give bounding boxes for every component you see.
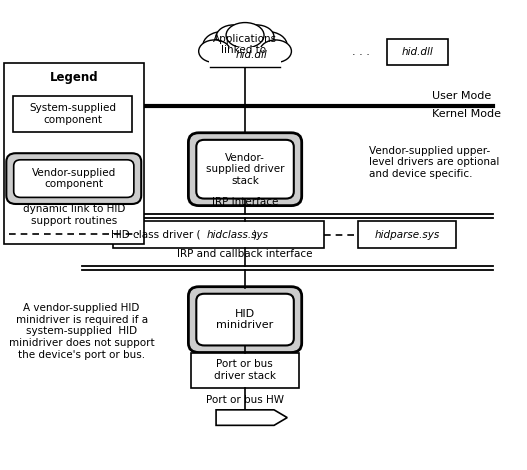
Text: Vendor-supplied upper-
level drivers are optional
and device specific.: Vendor-supplied upper- level drivers are… (369, 146, 499, 179)
Text: IRP interface: IRP interface (212, 196, 278, 207)
FancyBboxPatch shape (196, 294, 294, 345)
Ellipse shape (239, 25, 274, 49)
Text: System-supplied
component: System-supplied component (29, 103, 116, 125)
Text: . . .: . . . (352, 47, 370, 57)
Ellipse shape (199, 40, 230, 63)
Text: hidparse.sys: hidparse.sys (375, 229, 440, 240)
Ellipse shape (226, 23, 264, 48)
Ellipse shape (247, 31, 287, 60)
Text: A vendor-supplied HID
minidriver is required if a
system-supplied  HID
minidrive: A vendor-supplied HID minidriver is requ… (9, 303, 154, 360)
Bar (113, 221, 324, 248)
Text: dynamic link to HID
support routines: dynamic link to HID support routines (23, 204, 125, 226)
Text: Vendor-
supplied driver
stack: Vendor- supplied driver stack (206, 153, 284, 186)
Bar (13, 96, 132, 132)
Text: Port or bus
driver stack: Port or bus driver stack (214, 360, 276, 381)
Bar (209, 47, 281, 67)
Bar (191, 352, 299, 388)
Text: User Mode: User Mode (432, 91, 491, 102)
Text: HID
minidriver: HID minidriver (217, 309, 274, 330)
Text: Port or bus HW: Port or bus HW (206, 395, 284, 406)
FancyBboxPatch shape (189, 287, 301, 352)
Text: Vendor-supplied
component: Vendor-supplied component (32, 168, 116, 189)
Text: Kernel Mode: Kernel Mode (432, 109, 501, 119)
Text: Applications
linked to: Applications linked to (213, 34, 277, 55)
Text: Legend: Legend (50, 70, 98, 84)
Polygon shape (216, 410, 287, 425)
FancyBboxPatch shape (196, 140, 294, 198)
Text: hidclass.sys: hidclass.sys (207, 229, 269, 240)
FancyBboxPatch shape (14, 160, 134, 197)
FancyBboxPatch shape (6, 153, 141, 204)
FancyBboxPatch shape (189, 133, 301, 206)
Ellipse shape (203, 31, 243, 60)
Ellipse shape (218, 31, 272, 67)
Ellipse shape (216, 25, 251, 49)
Text: HID class driver (: HID class driver ( (111, 229, 200, 240)
Ellipse shape (260, 40, 291, 63)
Text: IRP and callback interface: IRP and callback interface (177, 249, 313, 259)
Bar (4, 63, 144, 244)
Bar (387, 39, 448, 65)
Bar (358, 221, 456, 248)
Text: hid.dll: hid.dll (402, 47, 434, 57)
Text: hid.dll: hid.dll (236, 49, 267, 60)
Text: ): ) (252, 229, 256, 240)
